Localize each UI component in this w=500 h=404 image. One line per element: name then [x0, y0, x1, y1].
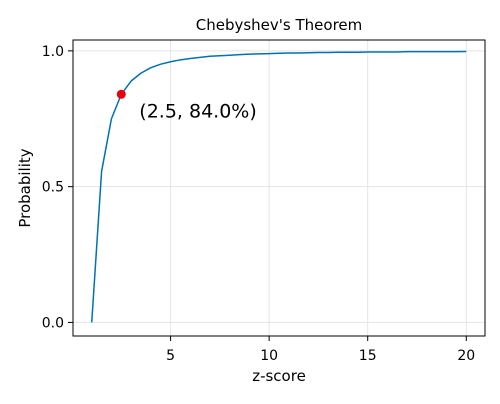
highlight-point: [116, 89, 126, 99]
series-line: [90, 50, 467, 323]
y-axis-label: Probability: [16, 148, 34, 227]
highlight-annotation: (2.5, 84.0%): [139, 100, 256, 122]
axis-ticks: 5 10 15 20 0.0 0.5 1.0: [42, 44, 475, 364]
x-tick-label: 5: [166, 348, 175, 364]
y-tick-label: 1.0: [42, 44, 64, 60]
chart-title: Chebyshev's Theorem: [196, 16, 363, 34]
x-tick-label: 20: [457, 348, 475, 364]
y-tick-label: 0.0: [42, 315, 64, 331]
series-layer: [90, 50, 467, 323]
y-tick-label: 0.5: [42, 180, 64, 196]
x-axis-label: z-score: [252, 367, 306, 385]
grid-lines: [73, 40, 485, 336]
highlight-layer: (2.5, 84.0%): [116, 89, 257, 122]
x-tick-label: 10: [260, 348, 278, 364]
plot-area-frame: [72, 39, 486, 337]
x-tick-label: 15: [359, 348, 377, 364]
